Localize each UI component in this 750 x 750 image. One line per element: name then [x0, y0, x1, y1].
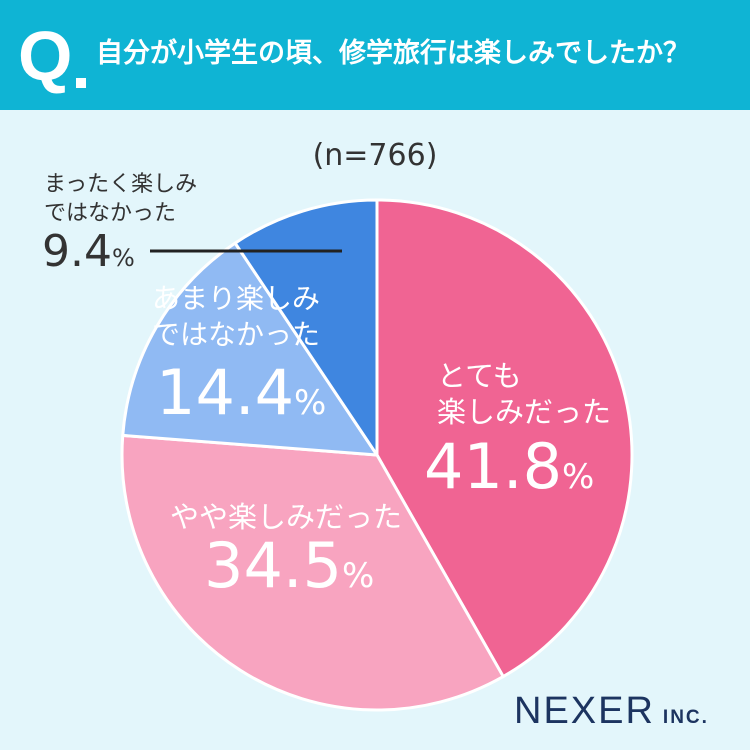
pie-slice-not-very-fun — [121, 241, 379, 457]
slice-label-line: ではなかった — [44, 201, 176, 226]
pie-slice-very-fun — [375, 198, 634, 679]
slice-label-line: ではなかった — [152, 318, 320, 351]
value-number: 41.8 — [424, 430, 562, 503]
value-number: 14.4 — [156, 356, 294, 429]
slice-value: 41.8% — [424, 430, 594, 503]
pie-slice-not-fun-at-all — [233, 198, 379, 457]
q-mark: Q — [18, 17, 73, 95]
slice-label-not-very-fun: あまり楽しみ ではなかった 14.4% — [152, 282, 326, 429]
percent-sign: % — [562, 457, 594, 497]
slice-value: 9.4% — [42, 226, 135, 277]
value-number: 9.4 — [42, 226, 112, 277]
q-dot — [76, 78, 86, 88]
brand-name: NEXER — [514, 690, 655, 732]
slice-label-somewhat-fun: やや楽しみだった 34.5% — [170, 500, 402, 602]
question-text: 自分が小学生の頃、修学旅行は楽しみでしたか？ — [96, 38, 690, 69]
brand-suffix: INC. — [662, 707, 709, 728]
sample-size: (n=766) — [312, 138, 438, 173]
slice-label-line: やや楽しみだった — [170, 500, 402, 534]
percent-sign: % — [294, 383, 326, 423]
slice-label-line: とても — [437, 359, 522, 393]
question-header: Q 自分が小学生の頃、修学旅行は楽しみでしたか？ — [0, 0, 750, 110]
slice-value: 14.4% — [156, 356, 326, 429]
slice-label-not-fun-at-all: まったく楽しみ ではなかった 9.4% — [42, 172, 342, 277]
slice-label-line: 楽しみだった — [437, 395, 611, 429]
percent-sign: % — [342, 556, 374, 596]
brand-logo: NEXER INC. — [514, 690, 709, 733]
percent-sign: % — [112, 244, 135, 272]
value-number: 34.5 — [204, 529, 342, 602]
slice-value: 34.5% — [204, 529, 374, 602]
pie-slice-somewhat-fun — [120, 433, 505, 712]
slice-label-very-fun: とても 楽しみだった 41.8% — [424, 359, 611, 503]
slice-label-line: まったく楽しみ — [44, 172, 197, 197]
slice-label-line: あまり楽しみ — [152, 282, 320, 315]
